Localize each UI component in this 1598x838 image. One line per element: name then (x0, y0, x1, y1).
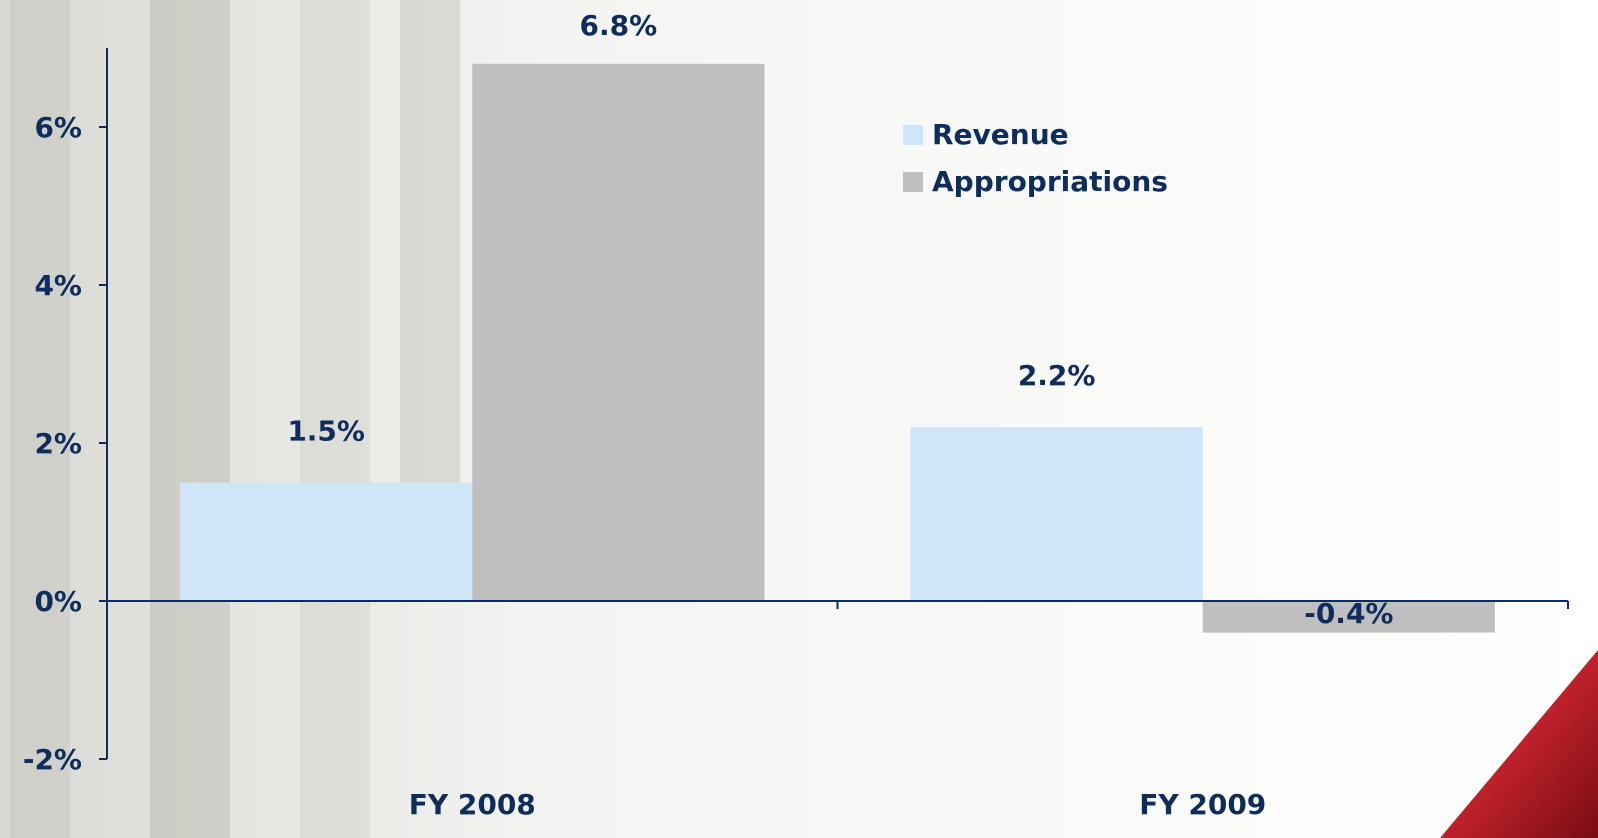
y-tick-label: 2% (34, 427, 82, 460)
value-label: -0.4% (1304, 597, 1393, 630)
bar (910, 427, 1203, 601)
legend-label: Appropriations (932, 165, 1168, 198)
y-tick-label: 6% (34, 111, 82, 144)
x-tick-label: FY 2009 (1139, 788, 1266, 821)
y-tick-label: 4% (34, 269, 82, 302)
y-tick-label: -2% (23, 743, 82, 776)
legend-swatch (903, 125, 923, 145)
legend-label: Revenue (932, 118, 1069, 151)
value-label: 2.2% (1018, 359, 1096, 392)
x-tick-label: FY 2008 (409, 788, 536, 821)
pillars (10, 0, 460, 838)
bar (1202, 601, 1495, 633)
value-label: 1.5% (287, 415, 365, 448)
y-tick-label: 0% (34, 585, 82, 618)
flag-decoration (1440, 650, 1598, 838)
bar (472, 63, 765, 602)
legend-swatch (903, 172, 923, 192)
value-label: 6.8% (580, 9, 658, 42)
bar (180, 482, 473, 601)
